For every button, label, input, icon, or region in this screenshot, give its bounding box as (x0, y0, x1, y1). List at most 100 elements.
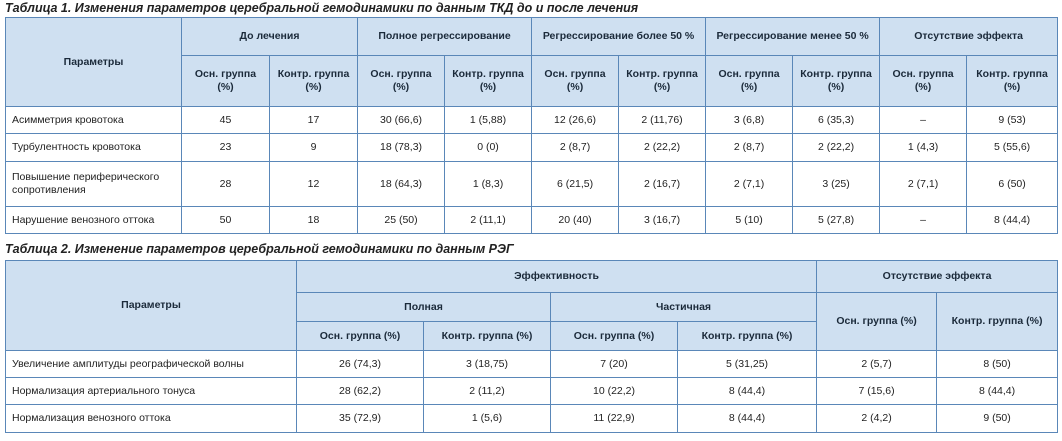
table-cell: 2 (16,7) (618, 161, 707, 207)
table-cell: 2 (8,7) (531, 133, 620, 162)
table1-subheader-main: Осн. группа (%) (705, 55, 794, 107)
table1-subheader-control: Контр. группа (%) (966, 55, 1059, 107)
table2-efficiency-header: Эффективность (295, 260, 818, 293)
table-cell: 3 (6,8) (705, 106, 794, 134)
table-cell: 26 (74,3) (296, 350, 424, 378)
table2-subheader-main: Осн. группа (%) (550, 321, 678, 351)
table1-subheader-main: Осн. группа (%) (181, 55, 270, 107)
table-cell: 25 (50) (357, 206, 446, 234)
row-label: Асимметрия кровотока (5, 106, 182, 134)
table1-subheader-main: Осн. группа (%) (357, 55, 446, 107)
table-cell: 2 (8,7) (705, 133, 794, 162)
row-label: Нарушение венозного оттока (5, 206, 182, 234)
table1-group-header: Регрессирование более 50 % (531, 17, 707, 56)
table-cell: 2 (22,2) (618, 133, 707, 162)
table1: Параметры До лечения Полное регрессирова… (5, 17, 1059, 234)
table2-title: Таблица 2. Изменение параметров церебрал… (5, 242, 514, 256)
table-cell: 1 (5,88) (444, 106, 533, 134)
table-cell: 18 (64,3) (357, 161, 446, 207)
table-row: Турбулентность кровотока 23 9 18 (78,3) … (5, 133, 1059, 162)
table-cell: 17 (268, 106, 359, 134)
table-cell: 2 (5,7) (816, 350, 938, 378)
table-cell: 2 (7,1) (879, 161, 968, 207)
table-row: Нормализация венозного оттока 35 (72,9) … (5, 404, 1059, 433)
table-row: Увеличение амплитуды реографической волн… (5, 350, 1059, 378)
table-cell: 3 (25) (792, 161, 881, 207)
table-cell: 8 (44,4) (676, 404, 818, 433)
table-row: Повышение периферического сопротивления … (5, 161, 1059, 207)
table-cell: 5 (31,25) (676, 350, 818, 378)
table2-subheader-control: Контр. группа (%) (676, 321, 818, 351)
table-cell: 2 (7,1) (705, 161, 794, 207)
table-cell: 1 (4,3) (879, 133, 968, 162)
table2-subheader-control: Контр. группа (%) (423, 321, 551, 351)
table-cell: 11 (22,9) (550, 404, 678, 433)
table-cell: 3 (18,75) (423, 350, 551, 378)
table-cell: 7 (15,6) (816, 377, 938, 405)
table1-subheader-control: Контр. группа (%) (618, 55, 707, 107)
table-cell: 28 (181, 161, 270, 207)
table-cell: 0 (0) (444, 133, 533, 162)
table1-group-header: До лечения (180, 17, 359, 56)
table-cell: 2 (11,76) (618, 106, 707, 134)
table1-group-header: Отсутствие эффекта (879, 17, 1059, 56)
table1-subheader-control: Контр. группа (%) (444, 55, 533, 107)
table-cell: – (879, 106, 968, 134)
table1-subheader-control: Контр. группа (%) (792, 55, 881, 107)
table2-partial-header: Частичная (549, 292, 818, 322)
table-cell: 6 (50) (966, 161, 1059, 207)
table-cell: 9 (268, 133, 359, 162)
table2-subheader-main: Осн. группа (%) (816, 292, 938, 351)
table-cell: 8 (44,4) (966, 206, 1059, 234)
table2-params-header: Параметры (5, 260, 297, 351)
row-label: Нормализация венозного оттока (5, 404, 297, 433)
table-cell: 12 (268, 161, 359, 207)
table-cell: 10 (22,2) (550, 377, 678, 405)
table-cell: 2 (11,2) (423, 377, 551, 405)
table-cell: 23 (181, 133, 270, 162)
table-cell: 5 (27,8) (792, 206, 881, 234)
table-cell: 18 (268, 206, 359, 234)
table-row: Нарушение венозного оттока 50 18 25 (50)… (5, 206, 1059, 234)
table-row: Нормализация артериального тонуса 28 (62… (5, 377, 1059, 405)
table-cell: 1 (8,3) (444, 161, 533, 207)
table1-title: Таблица 1. Изменения параметров церебрал… (5, 1, 639, 15)
table-cell: 9 (53) (966, 106, 1059, 134)
table2-subheader-control: Контр. группа (%) (936, 292, 1059, 351)
table-cell: 2 (11,1) (444, 206, 533, 234)
table-cell: 7 (20) (550, 350, 678, 378)
table-cell: 50 (181, 206, 270, 234)
row-label: Турбулентность кровотока (5, 133, 182, 162)
table-cell: 35 (72,9) (296, 404, 424, 433)
table-cell: 2 (4,2) (816, 404, 938, 433)
table2-no-effect-header: Отсутствие эффекта (816, 260, 1059, 293)
table-cell: 30 (66,6) (357, 106, 446, 134)
table-cell: 20 (40) (531, 206, 620, 234)
table-cell: 6 (35,3) (792, 106, 881, 134)
table1-subheader-control: Контр. группа (%) (268, 55, 359, 107)
table-cell: – (879, 206, 968, 234)
row-label: Повышение периферического сопротивления (5, 161, 182, 207)
table2-subheader-main: Осн. группа (%) (296, 321, 424, 351)
table-cell: 1 (5,6) (423, 404, 551, 433)
table1-subheader-main: Осн. группа (%) (879, 55, 968, 107)
table2-full-header: Полная (296, 292, 551, 322)
table1-subheader-main: Осн. группа (%) (531, 55, 620, 107)
table-cell: 5 (55,6) (966, 133, 1059, 162)
table-cell: 28 (62,2) (296, 377, 424, 405)
table1-group-header: Полное регрессирование (357, 17, 533, 56)
table-cell: 8 (44,4) (936, 377, 1059, 405)
table-cell: 2 (22,2) (792, 133, 881, 162)
table-cell: 18 (78,3) (357, 133, 446, 162)
table-cell: 12 (26,6) (531, 106, 620, 134)
table-cell: 9 (50) (936, 404, 1059, 433)
table-cell: 8 (44,4) (676, 377, 818, 405)
table-cell: 6 (21,5) (531, 161, 620, 207)
table-row: Асимметрия кровотока 45 17 30 (66,6) 1 (… (5, 106, 1059, 134)
table-cell: 3 (16,7) (618, 206, 707, 234)
table-cell: 45 (181, 106, 270, 134)
table-cell: 5 (10) (705, 206, 794, 234)
table1-params-header: Параметры (5, 17, 182, 107)
row-label: Нормализация артериального тонуса (5, 377, 297, 405)
row-label: Увеличение амплитуды реографической волн… (5, 350, 297, 378)
